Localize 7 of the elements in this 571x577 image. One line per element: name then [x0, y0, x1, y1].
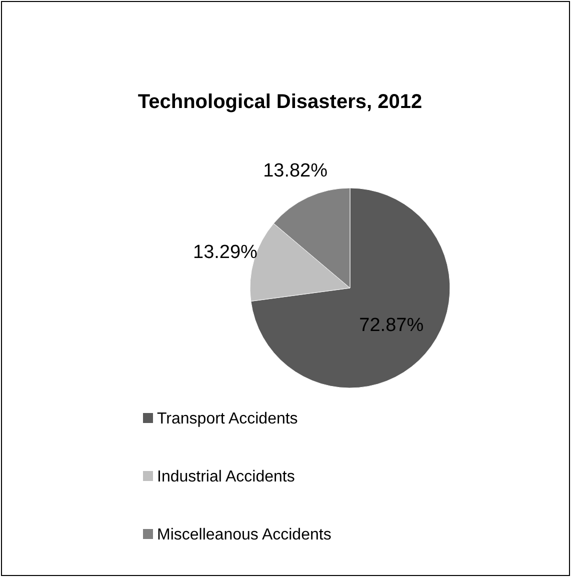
legend-label: Industrial Accidents — [157, 468, 295, 486]
data-label: 72.87% — [359, 314, 424, 336]
legend-label: Transport Accidents — [157, 410, 298, 428]
data-label: 13.29% — [193, 242, 258, 264]
data-label: 13.82% — [263, 160, 328, 182]
legend-label: Miscelleanous Accidents — [157, 526, 332, 544]
chart-title: Technological Disasters, 2012 — [138, 91, 422, 113]
